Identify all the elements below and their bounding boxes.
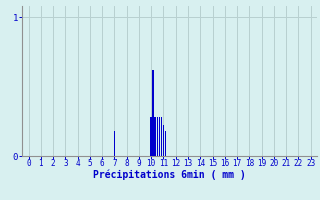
Bar bbox=[163, 125, 164, 156]
Bar bbox=[150, 117, 152, 156]
Bar bbox=[159, 117, 160, 156]
X-axis label: Précipitations 6min ( mm ): Précipitations 6min ( mm ) bbox=[93, 169, 246, 180]
Bar bbox=[155, 117, 156, 156]
Bar bbox=[152, 70, 154, 156]
Bar bbox=[114, 131, 115, 156]
Bar bbox=[156, 117, 158, 156]
Bar bbox=[161, 117, 162, 156]
Bar bbox=[165, 131, 166, 156]
